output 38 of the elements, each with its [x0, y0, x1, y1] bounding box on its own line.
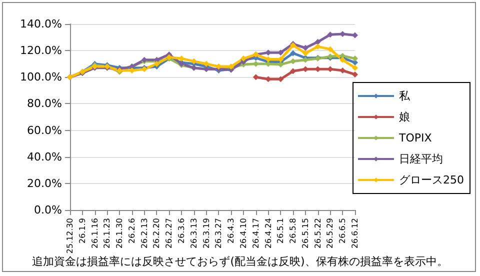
x-tick-label: 26.4.24 [264, 218, 273, 249]
x-tick-label: 26.3.13 [189, 218, 198, 249]
x-tick-label: 26.3.19 [202, 218, 211, 249]
x-tick-label: 26.1.23 [102, 218, 112, 249]
x-tick-label: 26.2.20 [152, 218, 162, 249]
y-tick-label: 20.0% [27, 176, 62, 190]
x-tick-label: 25.12.30 [66, 218, 74, 254]
x-tick-label: 26.5.15 [300, 218, 310, 249]
x-tick-label: 26.5.22 [313, 218, 322, 249]
x-tick-label: 26.6.12 [350, 218, 360, 249]
x-tick-label: 26.5.8 [288, 218, 298, 244]
x-tick-label: 26.1.30 [115, 218, 124, 249]
y-tick-label: 100.0% [20, 70, 62, 84]
x-tick-label: 26.5.1 [276, 218, 286, 244]
y-tick-label: 140.0% [20, 18, 62, 30]
x-tick-label: 26.3.27 [214, 218, 224, 249]
y-tick-label: 0.0% [34, 204, 62, 216]
legend-label: 日経平均 [399, 152, 444, 166]
x-tick-label: 26.4.10 [238, 218, 248, 249]
x-tick-label: 26.2.13 [140, 218, 149, 249]
x-tick-label: 26.1.16 [90, 218, 100, 249]
x-tick-label: 26.2.6 [127, 218, 136, 244]
x-tick-label: 26.5.29 [326, 218, 335, 249]
x-tick-label: 26.1.9 [78, 218, 87, 244]
y-tick-label: 80.0% [27, 97, 62, 110]
x-tick-label: 26.4.3 [226, 218, 236, 244]
legend-label: グロース250 [399, 174, 464, 186]
y-tick-label: 40.0% [27, 150, 62, 164]
legend-label: 娘 [399, 110, 410, 124]
legend-label: 私 [399, 90, 412, 102]
text: 追加資金は損益率には反映させておらず(配当金は反映)、保有株の損益率を表示中。 [31, 254, 449, 269]
y-tick-label: 60.0% [27, 124, 62, 137]
x-tick-label: 26.3.6 [177, 218, 186, 244]
x-tick-label: 26.6.5 [338, 218, 348, 244]
legend-label: TOPIX [398, 132, 432, 144]
y-tick-label: 120.0% [20, 44, 62, 58]
x-tick-label: 26.2.27 [164, 218, 174, 249]
x-tick-label: 26.4.17 [251, 218, 260, 249]
